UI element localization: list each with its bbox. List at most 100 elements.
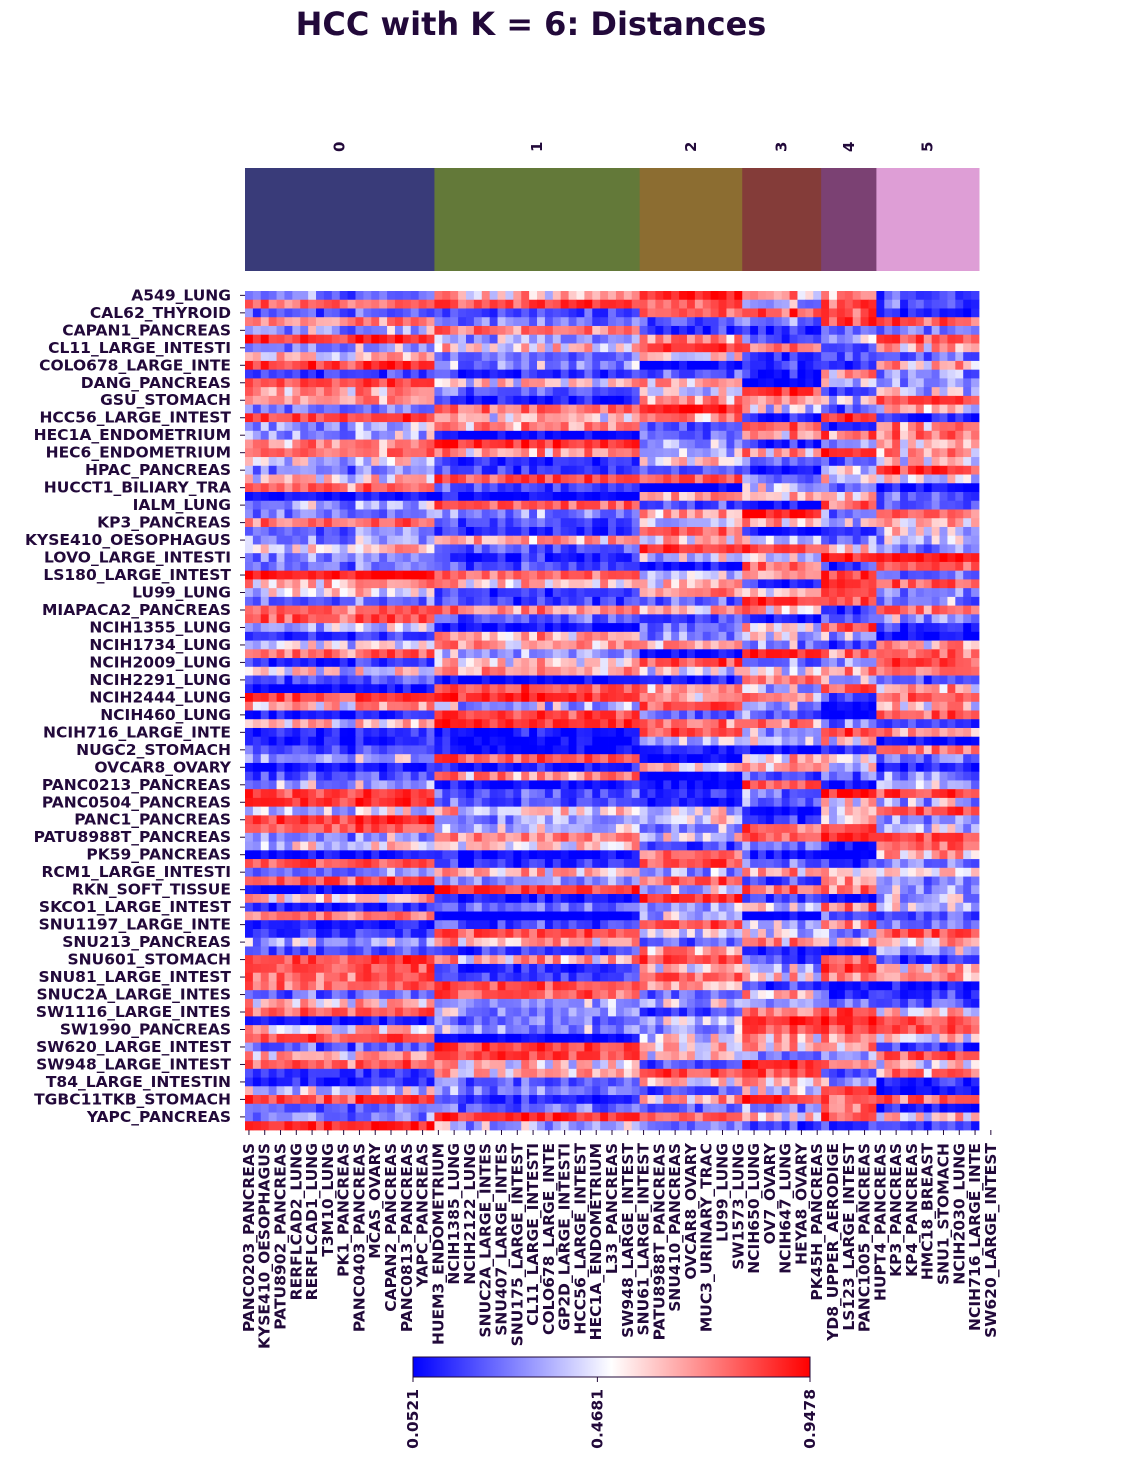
heatmap-cell bbox=[260, 570, 270, 580]
heatmap-cell bbox=[829, 439, 838, 449]
heatmap-cell bbox=[387, 544, 396, 554]
heatmap-cell bbox=[773, 404, 783, 414]
heatmap-cell bbox=[963, 325, 972, 336]
heatmap-cell bbox=[371, 544, 380, 554]
heatmap-cell bbox=[718, 299, 727, 309]
heatmap-cell bbox=[876, 623, 885, 633]
heatmap-cell bbox=[868, 701, 877, 711]
heatmap-cell bbox=[868, 675, 877, 685]
heatmap-cell bbox=[797, 325, 806, 336]
heatmap-cell bbox=[710, 658, 719, 668]
heatmap-cell bbox=[529, 579, 538, 589]
heatmap-cell bbox=[608, 404, 617, 414]
heatmap-cell bbox=[592, 483, 601, 493]
heatmap-cell bbox=[442, 526, 451, 537]
heatmap-cell bbox=[765, 579, 775, 589]
heatmap-cell bbox=[355, 483, 364, 493]
heatmap-cell bbox=[947, 343, 956, 353]
heatmap-cell bbox=[884, 448, 893, 458]
heatmap-cell bbox=[765, 736, 775, 746]
heatmap-cell bbox=[923, 570, 933, 580]
heatmap-cell bbox=[955, 500, 964, 510]
heatmap-cell bbox=[821, 745, 830, 755]
heatmap-cell bbox=[615, 553, 625, 563]
heatmap-cell bbox=[907, 719, 917, 729]
heatmap-cell bbox=[781, 658, 790, 668]
heatmap-cell bbox=[852, 360, 862, 371]
heatmap-cell bbox=[576, 378, 585, 388]
heatmap-cell bbox=[892, 640, 901, 650]
heatmap-cell bbox=[963, 710, 972, 720]
heatmap-cell bbox=[726, 352, 735, 362]
heatmap-cell bbox=[702, 544, 712, 554]
heatmap-cell bbox=[907, 492, 917, 502]
heatmap-cell bbox=[758, 457, 767, 467]
heatmap-cell bbox=[260, 526, 270, 537]
heatmap-cell bbox=[773, 448, 783, 458]
heatmap-cell bbox=[915, 553, 925, 563]
heatmap-cell bbox=[379, 649, 388, 659]
heatmap-cell bbox=[631, 343, 641, 353]
heatmap-cell bbox=[252, 579, 262, 589]
heatmap-cell bbox=[671, 492, 680, 502]
heatmap-cell bbox=[292, 325, 301, 336]
heatmap-cell bbox=[442, 334, 451, 344]
heatmap-cell bbox=[592, 474, 601, 484]
heatmap-cell bbox=[923, 701, 933, 711]
heatmap-cell bbox=[245, 483, 254, 493]
heatmap-cell bbox=[600, 631, 609, 641]
heatmap-cell bbox=[789, 413, 798, 423]
heatmap-cell bbox=[284, 526, 293, 537]
heatmap-cell bbox=[750, 684, 759, 694]
heatmap-cell bbox=[308, 526, 317, 537]
heatmap-cell bbox=[907, 623, 917, 633]
heatmap-cell bbox=[355, 448, 364, 458]
heatmap-cell bbox=[615, 727, 625, 738]
heatmap-cell bbox=[276, 658, 285, 668]
heatmap-cell bbox=[379, 439, 388, 449]
heatmap-cell bbox=[323, 457, 333, 467]
heatmap-cell bbox=[718, 404, 727, 414]
heatmap-cell bbox=[402, 561, 412, 572]
heatmap-cell bbox=[615, 291, 625, 301]
heatmap-cell bbox=[371, 457, 380, 467]
heatmap-cell bbox=[718, 352, 727, 362]
heatmap-cell bbox=[544, 299, 554, 309]
heatmap-cell bbox=[323, 693, 333, 703]
heatmap-cell bbox=[284, 579, 293, 589]
heatmap-cell bbox=[789, 658, 798, 668]
heatmap-cell bbox=[773, 308, 783, 318]
heatmap-cell bbox=[292, 317, 301, 327]
heatmap-cell bbox=[860, 727, 869, 738]
heatmap-cell bbox=[836, 745, 846, 755]
heatmap-cell bbox=[813, 325, 822, 336]
heatmap-cell bbox=[900, 360, 909, 371]
heatmap-cell bbox=[710, 413, 719, 423]
heatmap-cell bbox=[245, 413, 254, 423]
heatmap-cell bbox=[268, 693, 277, 703]
heatmap-cell bbox=[821, 299, 830, 309]
heatmap-cell bbox=[963, 299, 972, 309]
heatmap-cell bbox=[592, 588, 601, 598]
heatmap-cell bbox=[592, 579, 601, 589]
heatmap-cell bbox=[750, 352, 759, 362]
heatmap-cell bbox=[734, 352, 743, 362]
heatmap-cell bbox=[694, 343, 704, 353]
heatmap-cell bbox=[647, 422, 656, 432]
heatmap-cell bbox=[473, 631, 483, 641]
heatmap-cell bbox=[394, 509, 404, 519]
heatmap-cell bbox=[923, 535, 933, 545]
heatmap-cell bbox=[821, 457, 830, 467]
heatmap-cell bbox=[371, 291, 380, 301]
heatmap-cell bbox=[426, 430, 435, 440]
heatmap-cell bbox=[450, 727, 459, 738]
heatmap-cell bbox=[608, 745, 617, 755]
heatmap-cell bbox=[679, 413, 688, 423]
heatmap-cell bbox=[868, 526, 877, 537]
heatmap-cell bbox=[442, 588, 451, 598]
heatmap-cell bbox=[947, 710, 956, 720]
heatmap-cell bbox=[821, 439, 830, 449]
heatmap-cell bbox=[584, 404, 593, 414]
heatmap-cell bbox=[947, 561, 956, 572]
heatmap-cell bbox=[371, 334, 380, 344]
